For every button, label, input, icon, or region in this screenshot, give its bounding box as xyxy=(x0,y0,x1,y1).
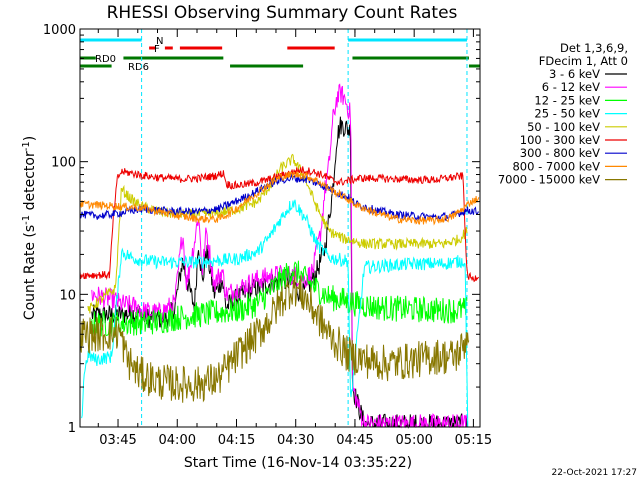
legend-label-2: 12 - 25 keV xyxy=(534,93,600,107)
legend-label-7: 800 - 7000 keV xyxy=(512,159,600,173)
series-line-3 xyxy=(81,199,469,428)
x-tick-label: 04:30 xyxy=(277,433,314,448)
flag-label-f: F xyxy=(154,44,160,55)
series-line-8 xyxy=(79,271,470,403)
legend-label-4: 50 - 100 keV xyxy=(527,120,600,134)
count-rate-series xyxy=(79,83,480,429)
legend-header-detectors: Det 1,3,6,9, xyxy=(560,41,628,55)
observing-flags: NF RD0 RD6 xyxy=(80,36,480,73)
y-tick-label: 10 xyxy=(59,288,76,303)
plot-frame xyxy=(79,28,481,428)
series-line-5 xyxy=(79,166,479,283)
flag-label-n: N xyxy=(156,36,163,47)
x-tick-label: 04:45 xyxy=(336,433,373,448)
axes: 1 10 100 1000 03:45 04:00 04:15 04:30 04:45 05:00… xyxy=(43,23,492,448)
x-tick-label: 04:15 xyxy=(218,433,255,448)
legend-label-1: 6 - 12 keV xyxy=(542,80,600,94)
chart-title: RHESSI Observing Summary Count Rates xyxy=(107,3,458,23)
flag-label-rd6: RD6 xyxy=(128,62,149,73)
y-tick-label: 1000 xyxy=(43,23,76,38)
footer-date: 22-Oct-2021 17:27 xyxy=(552,468,637,478)
flag-label-rd0: RD0 xyxy=(95,54,116,65)
x-tick-label: 05:00 xyxy=(395,433,432,448)
legend-label-6: 300 - 800 keV xyxy=(520,146,600,160)
y-tick-label: 100 xyxy=(51,156,76,171)
y-axis-label: Count Rate (s-1 detector-1) xyxy=(21,136,39,320)
legend-label-8: 7000 - 15000 keV xyxy=(498,173,600,187)
y-tick-label: 1 xyxy=(68,421,76,436)
x-tick-label: 05:15 xyxy=(455,433,492,448)
series-line-2 xyxy=(91,260,468,337)
x-tick-label: 03:45 xyxy=(99,433,136,448)
series-line-6 xyxy=(79,173,479,222)
legend-label-3: 25 - 50 keV xyxy=(534,107,600,121)
x-axis-label: Start Time (16-Nov-14 03:35:22) xyxy=(184,455,412,471)
series-line-7 xyxy=(79,171,480,226)
legend-header-decimation: FDecim 1, Att 0 xyxy=(539,54,628,68)
x-tick-label: 04:00 xyxy=(159,433,196,448)
legend-label-5: 100 - 300 keV xyxy=(520,133,600,147)
legend-label-0: 3 - 6 keV xyxy=(549,67,600,81)
